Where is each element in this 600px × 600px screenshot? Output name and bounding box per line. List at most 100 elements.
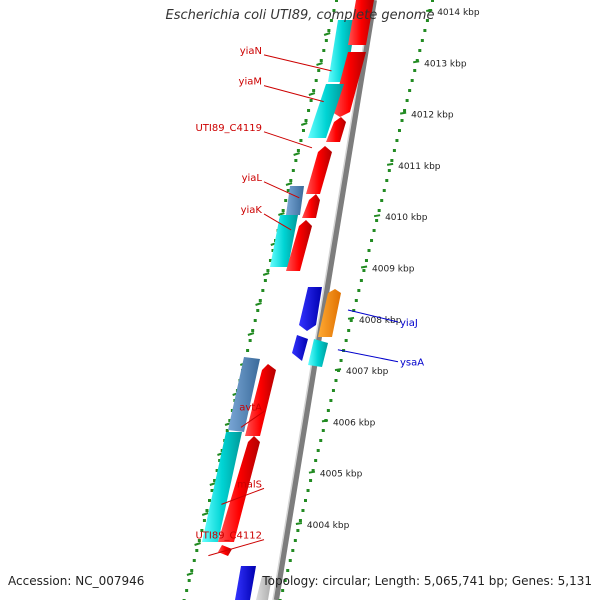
gc-dot <box>192 559 196 562</box>
gc-dot <box>408 89 412 92</box>
cds-arrow[interactable] <box>286 186 304 215</box>
gc-dot <box>392 149 396 152</box>
cds-arrow[interactable] <box>228 357 260 432</box>
feature-leader-line <box>263 131 313 149</box>
gc-dot <box>364 259 368 262</box>
kbp-tick-label: 4013 kbp <box>424 59 467 69</box>
gc-dash <box>285 182 293 186</box>
gc-dot <box>395 139 399 142</box>
gc-dash <box>300 122 308 126</box>
feature-label-uti89_c4119[interactable]: UTI89_C4119 <box>195 123 262 134</box>
gc-dot <box>354 299 358 302</box>
cds-arrow[interactable] <box>302 194 320 218</box>
gc-dot <box>357 289 361 292</box>
gc-dash <box>278 212 285 216</box>
gc-dot <box>410 79 414 82</box>
gc-dot <box>349 319 353 322</box>
gc-dot <box>314 459 318 462</box>
gc-dot <box>309 99 313 102</box>
gc-dot <box>256 309 260 312</box>
gc-dot <box>185 589 189 592</box>
gc-dot <box>372 229 376 232</box>
cds-arrow[interactable] <box>318 289 341 337</box>
gc-dot <box>253 319 257 322</box>
feature-label-yian[interactable]: yiaN <box>240 46 262 57</box>
gc-dot <box>403 109 407 112</box>
gc-dot <box>347 329 351 332</box>
feature-leader-line <box>263 181 300 199</box>
gc-dot <box>339 359 343 362</box>
feature-leader-line <box>347 309 399 323</box>
kbp-tick-label: 4009 kbp <box>372 265 415 275</box>
gc-dot <box>304 119 308 122</box>
gc-dot <box>246 349 250 352</box>
gc-dash <box>186 572 194 576</box>
gc-dot <box>190 569 194 572</box>
gc-dot <box>301 509 305 512</box>
gc-dot <box>286 569 290 572</box>
feature-label-avta[interactable]: avtA <box>239 402 262 413</box>
cds-arrow[interactable] <box>326 117 346 142</box>
gc-dot <box>400 119 404 122</box>
gc-dot <box>420 39 424 42</box>
cds-arrow[interactable] <box>218 436 260 542</box>
gc-dash <box>255 302 262 306</box>
accession-text: Accession: NC_007946 <box>8 574 145 588</box>
cds-arrow[interactable] <box>202 432 242 542</box>
kbp-tick <box>360 265 368 269</box>
gc-dot <box>263 279 267 282</box>
feature-label-mals[interactable]: malS <box>237 479 262 490</box>
gc-dot <box>335 0 338 2</box>
kbp-tick-label: 4014 kbp <box>437 8 480 18</box>
gc-dot <box>293 539 297 542</box>
cds-arrow[interactable] <box>306 146 332 194</box>
feature-label-yiak[interactable]: yiaK <box>241 205 263 216</box>
gc-dot <box>319 59 323 62</box>
cds-arrow[interactable] <box>235 566 256 600</box>
feature-label-yiam[interactable]: yiaM <box>239 77 262 88</box>
gc-dot <box>314 79 318 82</box>
gc-dot <box>334 379 338 382</box>
gc-dot <box>218 459 222 462</box>
gc-dot <box>210 489 214 492</box>
feature-label-yial[interactable]: yiaL <box>242 173 263 184</box>
gc-dot <box>271 249 275 252</box>
gc-dot <box>187 579 191 582</box>
feature-label-uti89_c4112[interactable]: UTI89_C4112 <box>195 531 262 542</box>
kbp-tick <box>334 368 342 372</box>
cds-arrow[interactable] <box>256 576 272 600</box>
gc-dash <box>247 332 255 336</box>
cds-arrow[interactable] <box>332 52 366 117</box>
feature-label-ysaa[interactable]: ysaA <box>400 358 424 369</box>
gc-dot <box>266 269 270 272</box>
genome-title: Escherichia coli UTI89, complete genome <box>165 8 435 23</box>
gc-dot <box>307 109 311 112</box>
gc-dot <box>387 169 391 172</box>
gc-dot <box>251 329 255 332</box>
cds-arrow[interactable] <box>328 20 356 82</box>
kbp-tick <box>321 419 329 423</box>
gc-dot <box>268 259 272 262</box>
cds-arrow[interactable] <box>270 215 298 267</box>
cds-arrow[interactable] <box>292 335 308 361</box>
feature-leader-line <box>240 410 265 428</box>
cds-arrow[interactable] <box>348 0 374 45</box>
cds-arrow[interactable] <box>286 220 312 271</box>
cds-arrow[interactable] <box>245 364 276 436</box>
gc-dot <box>390 159 394 162</box>
cds-arrow[interactable] <box>308 84 344 138</box>
gc-dot <box>284 199 288 202</box>
cds-arrow[interactable] <box>299 287 322 331</box>
gc-dot <box>225 429 229 432</box>
cds-arrow[interactable] <box>308 339 328 367</box>
gc-dash <box>194 542 201 546</box>
gc-dash <box>316 62 323 66</box>
gc-dot <box>413 69 417 72</box>
kbp-tick <box>295 522 303 525</box>
feature-label-yiaj[interactable]: yiaJ <box>400 318 418 329</box>
gc-dot <box>311 469 315 472</box>
gc-dot <box>208 499 211 502</box>
gc-dot <box>197 539 201 542</box>
gc-dot <box>283 579 287 582</box>
